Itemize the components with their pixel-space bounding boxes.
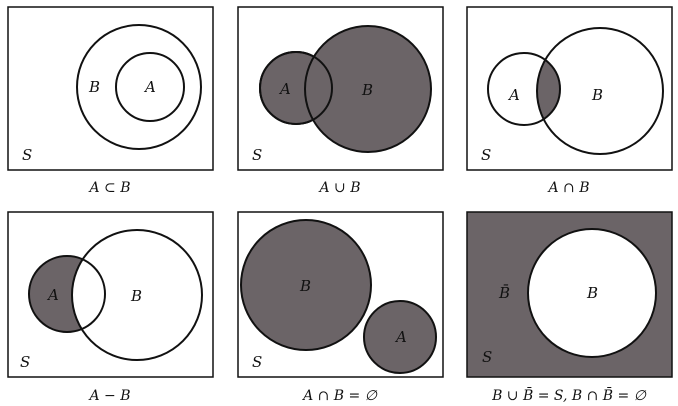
set-a-circle: [28, 255, 106, 333]
set-b-circle: [527, 228, 657, 358]
set-b-circle: [304, 25, 432, 153]
panel-intersection: A B S A ∩ B: [466, 6, 673, 196]
set-a-circle: [115, 52, 185, 122]
label-b: B: [361, 81, 373, 99]
set-b-circle: [76, 24, 202, 150]
label-s: S: [22, 146, 32, 164]
panel-difference: A B S A − B: [7, 211, 214, 404]
label-a: A: [507, 86, 520, 104]
label-s: S: [482, 348, 492, 366]
set-b-circle: [71, 229, 203, 361]
panel-complement: B B̄ S B ∪ B̄ = S, B ∩ B̄ = ∅: [466, 211, 673, 404]
label-s: S: [252, 146, 262, 164]
label-a: A: [143, 78, 156, 96]
panel-subset: B A S A ⊂ B: [7, 6, 214, 196]
label-b: B: [88, 78, 100, 96]
caption-difference: A − B: [87, 388, 130, 404]
label-a: A: [394, 328, 407, 346]
label-a: A: [46, 286, 59, 304]
set-a-circle: [487, 52, 561, 126]
panel-union: A B S A ∪ B: [237, 6, 444, 196]
panel-disjoint: B A S A ∩ B = ∅: [237, 211, 444, 404]
label-b: B: [130, 287, 142, 305]
caption-subset: A ⊂ B: [87, 180, 130, 196]
set-a-circle: [363, 300, 437, 374]
caption-complement: B ∪ B̄ = S, B ∩ B̄ = ∅: [491, 386, 647, 404]
set-b-circle: [240, 219, 372, 351]
label-a: A: [278, 80, 291, 98]
caption-union: A ∪ B: [317, 180, 360, 196]
label-s: S: [20, 353, 30, 371]
label-b-complement: B̄: [498, 284, 510, 302]
label-s: S: [481, 146, 491, 164]
set-b-circle: [536, 27, 664, 155]
caption-intersection: A ∩ B: [546, 180, 589, 196]
label-b: B: [299, 277, 311, 295]
caption-disjoint: A ∩ B = ∅: [301, 388, 378, 404]
label-b: B: [591, 86, 603, 104]
label-s: S: [252, 353, 262, 371]
universe-rect: [466, 6, 673, 171]
set-a-outline: [259, 51, 333, 125]
label-b: B: [586, 284, 598, 302]
